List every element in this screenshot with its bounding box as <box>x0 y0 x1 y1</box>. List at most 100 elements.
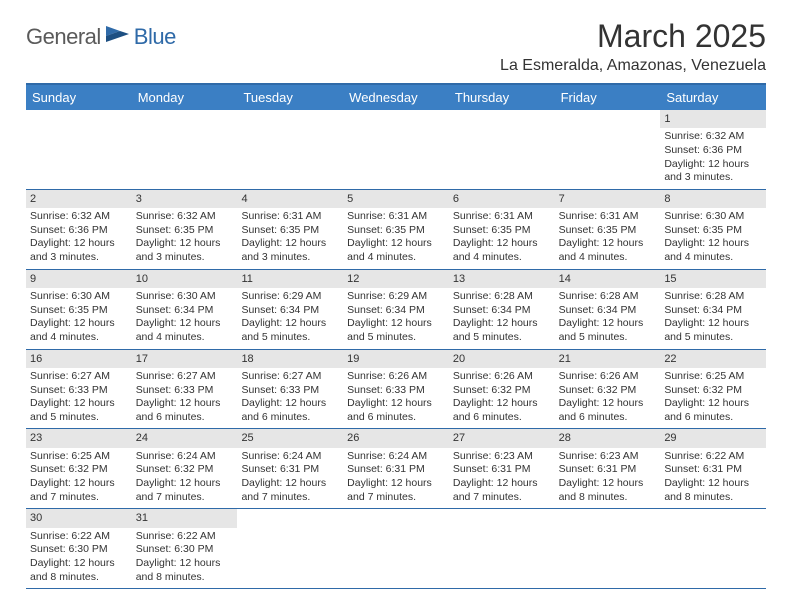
day-content: Sunrise: 6:27 AMSunset: 6:33 PMDaylight:… <box>132 368 238 429</box>
calendar-cell <box>343 509 449 588</box>
sunrise-line: Sunrise: 6:31 AM <box>559 210 657 224</box>
column-header: Thursday <box>449 85 555 110</box>
sunrise-line: Sunrise: 6:23 AM <box>453 450 551 464</box>
day-content: Sunrise: 6:32 AMSunset: 6:36 PMDaylight:… <box>26 208 132 269</box>
sunset-line: Sunset: 6:32 PM <box>664 384 762 398</box>
sunrise-line: Sunrise: 6:23 AM <box>559 450 657 464</box>
logo-text-general: General <box>26 24 101 50</box>
day-content: Sunrise: 6:22 AMSunset: 6:31 PMDaylight:… <box>660 448 766 509</box>
day-number: 28 <box>555 429 661 447</box>
day-content: Sunrise: 6:31 AMSunset: 6:35 PMDaylight:… <box>555 208 661 269</box>
day-content: Sunrise: 6:26 AMSunset: 6:32 PMDaylight:… <box>449 368 555 429</box>
daylight-line: Daylight: 12 hours and 4 minutes. <box>664 237 762 264</box>
calendar-cell: 26Sunrise: 6:24 AMSunset: 6:31 PMDayligh… <box>343 429 449 508</box>
day-content: Sunrise: 6:27 AMSunset: 6:33 PMDaylight:… <box>237 368 343 429</box>
sunrise-line: Sunrise: 6:27 AM <box>136 370 234 384</box>
sunrise-line: Sunrise: 6:24 AM <box>136 450 234 464</box>
calendar-cell: 18Sunrise: 6:27 AMSunset: 6:33 PMDayligh… <box>237 350 343 429</box>
calendar-cell: 24Sunrise: 6:24 AMSunset: 6:32 PMDayligh… <box>132 429 238 508</box>
daylight-line: Daylight: 12 hours and 6 minutes. <box>241 397 339 424</box>
sunset-line: Sunset: 6:30 PM <box>136 543 234 557</box>
sunrise-line: Sunrise: 6:24 AM <box>347 450 445 464</box>
sunset-line: Sunset: 6:31 PM <box>559 463 657 477</box>
day-number: 17 <box>132 350 238 368</box>
sunset-line: Sunset: 6:31 PM <box>241 463 339 477</box>
sunrise-line: Sunrise: 6:25 AM <box>664 370 762 384</box>
calendar-row: 1Sunrise: 6:32 AMSunset: 6:36 PMDaylight… <box>26 110 766 190</box>
column-header: Tuesday <box>237 85 343 110</box>
sunrise-line: Sunrise: 6:29 AM <box>241 290 339 304</box>
day-number: 7 <box>555 190 661 208</box>
day-number: 31 <box>132 509 238 527</box>
calendar-cell: 28Sunrise: 6:23 AMSunset: 6:31 PMDayligh… <box>555 429 661 508</box>
sunrise-line: Sunrise: 6:28 AM <box>559 290 657 304</box>
day-number: 20 <box>449 350 555 368</box>
sunset-line: Sunset: 6:35 PM <box>559 224 657 238</box>
day-content: Sunrise: 6:31 AMSunset: 6:35 PMDaylight:… <box>237 208 343 269</box>
sunset-line: Sunset: 6:34 PM <box>136 304 234 318</box>
day-number: 15 <box>660 270 766 288</box>
calendar-cell: 31Sunrise: 6:22 AMSunset: 6:30 PMDayligh… <box>132 509 238 588</box>
sunset-line: Sunset: 6:35 PM <box>30 304 128 318</box>
sunrise-line: Sunrise: 6:32 AM <box>30 210 128 224</box>
day-content: Sunrise: 6:32 AMSunset: 6:36 PMDaylight:… <box>660 128 766 189</box>
daylight-line: Daylight: 12 hours and 6 minutes. <box>136 397 234 424</box>
calendar-cell <box>26 110 132 189</box>
month-title: March 2025 <box>500 18 766 55</box>
sunset-line: Sunset: 6:32 PM <box>136 463 234 477</box>
location: La Esmeralda, Amazonas, Venezuela <box>500 57 766 75</box>
calendar-cell: 7Sunrise: 6:31 AMSunset: 6:35 PMDaylight… <box>555 190 661 269</box>
day-number: 1 <box>660 110 766 128</box>
day-content: Sunrise: 6:22 AMSunset: 6:30 PMDaylight:… <box>26 528 132 589</box>
calendar-cell: 16Sunrise: 6:27 AMSunset: 6:33 PMDayligh… <box>26 350 132 429</box>
day-number: 24 <box>132 429 238 447</box>
sunset-line: Sunset: 6:31 PM <box>664 463 762 477</box>
sunrise-line: Sunrise: 6:22 AM <box>30 530 128 544</box>
day-number: 2 <box>26 190 132 208</box>
sunset-line: Sunset: 6:35 PM <box>347 224 445 238</box>
calendar-cell: 19Sunrise: 6:26 AMSunset: 6:33 PMDayligh… <box>343 350 449 429</box>
daylight-line: Daylight: 12 hours and 3 minutes. <box>30 237 128 264</box>
sunset-line: Sunset: 6:35 PM <box>453 224 551 238</box>
daylight-line: Daylight: 12 hours and 7 minutes. <box>241 477 339 504</box>
daylight-line: Daylight: 12 hours and 7 minutes. <box>453 477 551 504</box>
calendar-cell: 23Sunrise: 6:25 AMSunset: 6:32 PMDayligh… <box>26 429 132 508</box>
sunset-line: Sunset: 6:33 PM <box>136 384 234 398</box>
calendar-cell: 4Sunrise: 6:31 AMSunset: 6:35 PMDaylight… <box>237 190 343 269</box>
day-content: Sunrise: 6:28 AMSunset: 6:34 PMDaylight:… <box>449 288 555 349</box>
daylight-line: Daylight: 12 hours and 7 minutes. <box>30 477 128 504</box>
sunset-line: Sunset: 6:31 PM <box>347 463 445 477</box>
calendar-cell <box>449 110 555 189</box>
calendar-cell <box>237 110 343 189</box>
daylight-line: Daylight: 12 hours and 5 minutes. <box>30 397 128 424</box>
calendar-row: 30Sunrise: 6:22 AMSunset: 6:30 PMDayligh… <box>26 509 766 589</box>
sunrise-line: Sunrise: 6:32 AM <box>664 130 762 144</box>
day-number: 13 <box>449 270 555 288</box>
day-number: 9 <box>26 270 132 288</box>
daylight-line: Daylight: 12 hours and 3 minutes. <box>241 237 339 264</box>
calendar-cell <box>449 509 555 588</box>
day-number: 27 <box>449 429 555 447</box>
sunset-line: Sunset: 6:33 PM <box>347 384 445 398</box>
column-header: Wednesday <box>343 85 449 110</box>
day-number: 23 <box>26 429 132 447</box>
day-content: Sunrise: 6:26 AMSunset: 6:33 PMDaylight:… <box>343 368 449 429</box>
daylight-line: Daylight: 12 hours and 4 minutes. <box>347 237 445 264</box>
day-number: 12 <box>343 270 449 288</box>
sunrise-line: Sunrise: 6:26 AM <box>559 370 657 384</box>
calendar-cell: 22Sunrise: 6:25 AMSunset: 6:32 PMDayligh… <box>660 350 766 429</box>
calendar-cell: 29Sunrise: 6:22 AMSunset: 6:31 PMDayligh… <box>660 429 766 508</box>
day-content: Sunrise: 6:28 AMSunset: 6:34 PMDaylight:… <box>555 288 661 349</box>
sunrise-line: Sunrise: 6:26 AM <box>347 370 445 384</box>
sunset-line: Sunset: 6:34 PM <box>347 304 445 318</box>
sunrise-line: Sunrise: 6:27 AM <box>30 370 128 384</box>
day-content: Sunrise: 6:31 AMSunset: 6:35 PMDaylight:… <box>343 208 449 269</box>
daylight-line: Daylight: 12 hours and 4 minutes. <box>30 317 128 344</box>
day-content: Sunrise: 6:25 AMSunset: 6:32 PMDaylight:… <box>660 368 766 429</box>
daylight-line: Daylight: 12 hours and 6 minutes. <box>347 397 445 424</box>
sunrise-line: Sunrise: 6:28 AM <box>453 290 551 304</box>
sunset-line: Sunset: 6:32 PM <box>453 384 551 398</box>
day-content: Sunrise: 6:32 AMSunset: 6:35 PMDaylight:… <box>132 208 238 269</box>
sunrise-line: Sunrise: 6:32 AM <box>136 210 234 224</box>
sunrise-line: Sunrise: 6:31 AM <box>347 210 445 224</box>
